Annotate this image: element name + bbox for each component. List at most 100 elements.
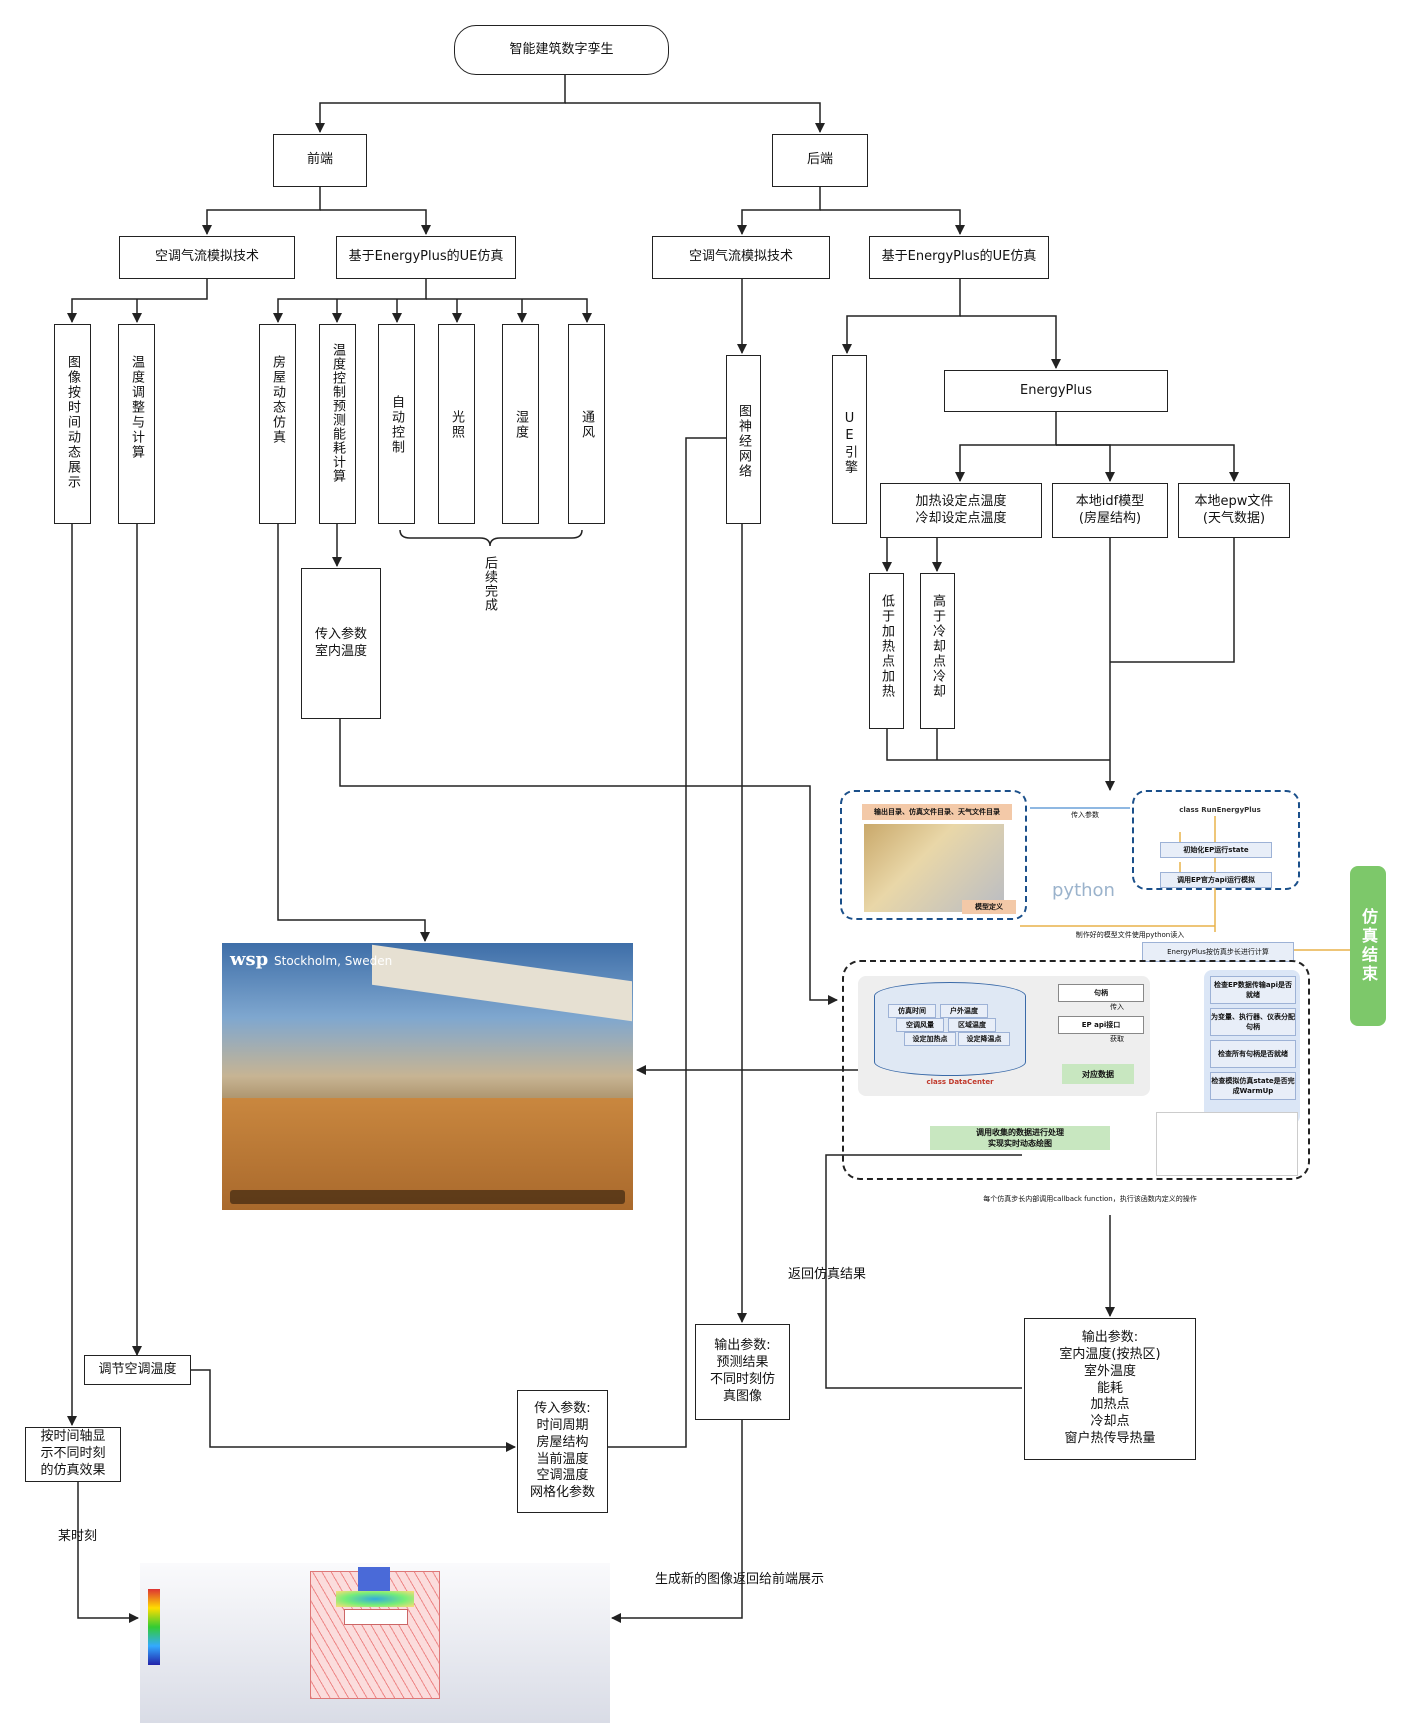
- fe-ue-label: 基于EnergyPlus的UE仿真: [348, 249, 504, 265]
- plot-label: 调用收集的数据进行处理 实现实时动态绘图: [930, 1126, 1110, 1150]
- check-api-ready: 检查EP数据传输api是否就绪: [1210, 976, 1296, 1004]
- fe-temp-adjust-node: 温度调整与计算: [118, 324, 155, 524]
- fe-lighting-node: 光照: [438, 324, 475, 524]
- backend-node: 后端: [772, 134, 868, 187]
- fe-ue-node: 基于EnergyPlus的UE仿真: [336, 236, 516, 279]
- handle-label: 句柄: [1058, 984, 1144, 1002]
- out-gnn-label: 输出参数: 预测结果 不同时刻仿 真图像: [709, 1338, 775, 1404]
- render-beam: [372, 944, 632, 1022]
- setpoint-node: 加热设定点温度 冷却设定点温度: [880, 483, 1042, 538]
- sim-end-label: 仿真结束: [1359, 908, 1378, 984]
- pass-in-gnn-label: 传入参数: 时间周期 房屋结构 当前温度 空调温度 网格化参数: [529, 1400, 595, 1501]
- fe-ventilation-node: 通风: [568, 324, 605, 524]
- root-node: 智能建筑数字孪生: [454, 25, 669, 75]
- frontend-node: 前端: [273, 134, 367, 187]
- run-class-label: class RunEnergyPlus: [1179, 806, 1261, 814]
- backend-label: 后端: [806, 152, 833, 168]
- be-ue-node: 基于EnergyPlus的UE仿真: [869, 236, 1049, 279]
- return-sim-label: 返回仿真结果: [788, 1267, 867, 1282]
- fe-auto-control-label: 自动控制: [389, 395, 404, 455]
- be-ue-engine-label: UE引擎: [842, 411, 857, 475]
- datacenter-loop-group: [842, 960, 1310, 1180]
- idf-label: 本地idf模型 (房屋结构): [1075, 493, 1145, 526]
- energyplus-node: EnergyPlus: [944, 370, 1168, 412]
- be-ue-label: 基于EnergyPlus的UE仿真: [881, 249, 1037, 265]
- fe-ventilation-label: 通风: [579, 410, 594, 440]
- field-cool-setpoint: 设定降温点: [958, 1032, 1010, 1046]
- render-toolbar[interactable]: [230, 1190, 625, 1204]
- ep-api-label: EP api接口: [1058, 1016, 1144, 1034]
- later-label: 后续完成: [482, 556, 497, 612]
- mesh-simulation-image: [140, 1563, 610, 1723]
- pass-in-temp-label: 传入参数 室内温度: [314, 626, 367, 659]
- field-sim-time: 仿真时间: [888, 1004, 936, 1018]
- fe-temp-control-node: 温度控制预测能耗计算: [319, 324, 356, 524]
- fe-image-display-label: 图像按时间动态展示: [65, 355, 80, 490]
- sim-end-node: 仿真结束: [1350, 866, 1386, 1026]
- high-cool-node: 高于冷却点冷却: [920, 573, 955, 729]
- check-warmup: 检查模拟仿真state是否完成WarmUp: [1210, 1072, 1296, 1100]
- fe-image-display-node: 图像按时间动态展示: [54, 324, 91, 524]
- pass-in-temp-node: 传入参数 室内温度: [301, 568, 381, 719]
- be-airflow-node: 空调气流模拟技术: [652, 236, 830, 279]
- fe-house-sim-label: 房屋动态仿真: [270, 355, 285, 445]
- field-zone-temp: 区域温度: [948, 1018, 996, 1032]
- simulation-flow-panel: 输出目录、仿真文件目录、天气文件目录 模型定义 传入参数 class RunEn…: [840, 790, 1390, 1210]
- pass-label: 传入: [1110, 1003, 1124, 1011]
- pass-param-label: 传入参数: [1071, 811, 1099, 819]
- out-ep-label: 输出参数: 室内温度(按热区) 室外温度 能耗 加热点 冷却点 窗户热传导热量: [1059, 1329, 1161, 1447]
- time-axis-node: 按时间轴显 示不同时刻 的仿真效果: [25, 1427, 121, 1482]
- fe-temp-control-label: 温度控制预测能耗计算: [330, 343, 345, 483]
- frontend-label: 前端: [306, 152, 333, 168]
- field-heat-setpoint: 设定加热点: [904, 1032, 956, 1046]
- house-model-image: [864, 824, 1004, 912]
- init-state-label: 初始化EP运行state: [1160, 842, 1272, 858]
- moment-label: 某时刻: [58, 1529, 98, 1544]
- low-heat-label: 低于加热点加热: [879, 594, 894, 699]
- mesh-inlet: [358, 1567, 390, 1591]
- adjust-ac-node: 调节空调温度: [84, 1355, 191, 1385]
- be-gnn-label: 图神经网络: [736, 404, 751, 479]
- idf-node: 本地idf模型 (房屋结构): [1052, 483, 1168, 538]
- time-axis-label: 按时间轴显 示不同时刻 的仿真效果: [40, 1429, 106, 1478]
- read-model-label: 制作好的模型文件使用python读入: [1075, 931, 1185, 939]
- color-scale-bar: [148, 1589, 160, 1665]
- epw-node: 本地epw文件 (天气数据): [1178, 483, 1290, 538]
- render-location: Stockholm, Sweden: [274, 954, 393, 968]
- fe-lighting-label: 光照: [449, 410, 464, 440]
- gen-image-label: 生成新的图像返回给前端展示: [655, 1572, 825, 1587]
- root-label: 智能建筑数字孪生: [509, 41, 614, 57]
- energyplus-label: EnergyPlus: [1020, 382, 1092, 398]
- run-ep-group: [1132, 790, 1300, 890]
- fe-auto-control-node: 自动控制: [378, 324, 415, 524]
- field-ac-airflow: 空调风量: [896, 1018, 944, 1032]
- data-label: 对应数据: [1062, 1064, 1134, 1084]
- low-heat-node: 低于加热点加热: [869, 573, 904, 729]
- python-logo: python: [1052, 880, 1115, 901]
- check-handles-ready: 检查所有句柄是否就绪: [1210, 1040, 1296, 1068]
- fe-airflow-label: 空调气流模拟技术: [154, 249, 259, 265]
- render-floor: [222, 1097, 633, 1210]
- be-gnn-node: 图神经网络: [726, 355, 761, 524]
- realtime-plot: [1156, 1112, 1298, 1176]
- adjust-ac-label: 调节空调温度: [98, 1361, 177, 1377]
- check-assign-handles: 为变量、执行器、仪表分配句柄: [1210, 1008, 1296, 1036]
- field-outdoor-temp: 户外温度: [940, 1004, 988, 1018]
- call-api-label: 调用EP官方api运行模拟: [1160, 872, 1272, 888]
- fe-airflow-node: 空调气流模拟技术: [119, 236, 295, 279]
- ue-render-image: wsp Stockholm, Sweden: [222, 943, 633, 1210]
- fe-humidity-label: 湿度: [513, 410, 528, 440]
- mesh-obstacle: [344, 1609, 408, 1625]
- mesh-flow-region: [336, 1591, 414, 1607]
- get-label: 获取: [1110, 1035, 1124, 1043]
- input-config-group: [840, 790, 1027, 920]
- wsp-logo: wsp: [230, 949, 269, 970]
- pass-in-gnn-node: 传入参数: 时间周期 房屋结构 当前温度 空调温度 网格化参数: [517, 1390, 608, 1513]
- fe-temp-adjust-label: 温度调整与计算: [129, 355, 144, 460]
- fe-house-sim-node: 房屋动态仿真: [259, 324, 296, 524]
- high-cool-label: 高于冷却点冷却: [930, 594, 945, 699]
- dirs-label: 输出目录、仿真文件目录、天气文件目录: [862, 804, 1012, 820]
- model-def-label: 模型定义: [962, 900, 1016, 914]
- be-ue-engine-node: UE引擎: [832, 355, 867, 524]
- datacenter-class-label: class DataCenter: [926, 1078, 994, 1086]
